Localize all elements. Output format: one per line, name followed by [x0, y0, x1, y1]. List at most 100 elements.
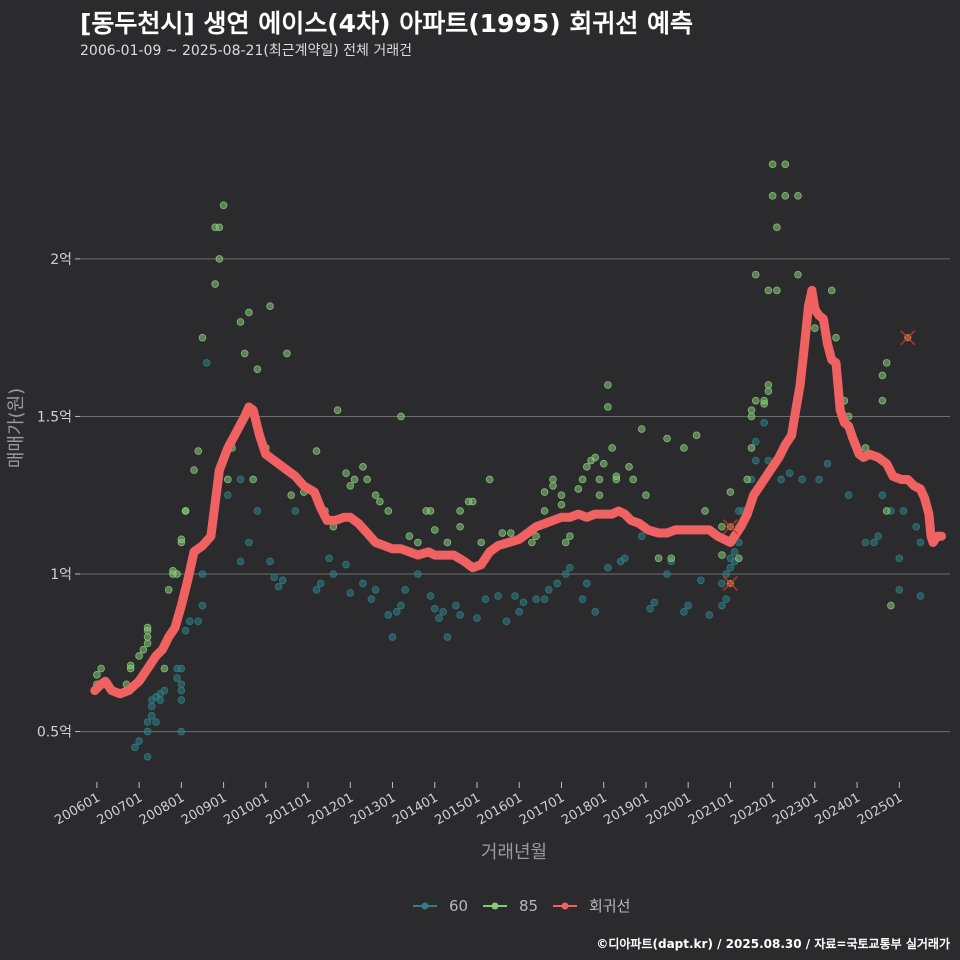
series-85-point [701, 507, 709, 515]
series-85-point [443, 538, 452, 547]
x-tick-label: 201601 [475, 790, 525, 828]
series-85-point [173, 570, 181, 578]
series-60-point [198, 570, 207, 578]
series-85-point [224, 475, 232, 484]
series-60-point [578, 595, 587, 604]
series-85-point [604, 381, 612, 389]
series-60-point [325, 554, 333, 563]
series-85-point [363, 475, 371, 484]
series-85-point [397, 412, 405, 421]
series-60-point [392, 608, 401, 616]
series-60-point [511, 592, 519, 600]
series-60-point [342, 560, 350, 569]
series-60-point [582, 579, 591, 588]
series-85-point [477, 538, 486, 547]
series-85-point [878, 371, 887, 380]
series-85-point [430, 526, 439, 534]
series-85-point [773, 223, 781, 232]
x-tick-label: 202001 [644, 790, 694, 828]
series-85-point [887, 601, 895, 610]
series-60-point [198, 601, 207, 610]
series-60-point [152, 718, 160, 726]
series-85-point [219, 201, 228, 210]
series-60-point [131, 743, 139, 752]
series-85-point [574, 485, 583, 493]
series-85-point [405, 532, 414, 540]
series-85-point [312, 447, 321, 455]
series-60-point [916, 592, 925, 600]
series-85-point [861, 444, 870, 452]
series-85-point [215, 255, 224, 263]
series-60-point [143, 727, 152, 736]
series-60-point [544, 585, 553, 594]
regression-line [90, 285, 947, 699]
x-tick-label: 200601 [52, 790, 102, 828]
series-85-point [97, 664, 105, 673]
series-85-point [506, 529, 515, 537]
series-85-point [751, 396, 760, 405]
series-60-point [663, 570, 671, 578]
series-85-point [376, 497, 384, 506]
flagged-point [722, 575, 738, 592]
series-60-point [397, 601, 405, 610]
series-85-point [93, 671, 101, 679]
series-60-point [726, 563, 735, 572]
series-85-point [135, 652, 143, 660]
series-60-point [561, 570, 570, 578]
series-60-point [912, 522, 921, 531]
series-85-point [198, 333, 207, 342]
series-60-point [143, 718, 152, 726]
series-60-point [777, 475, 785, 484]
series-60-point [346, 589, 355, 597]
series-85-point [139, 645, 148, 654]
series-85-point [333, 406, 342, 414]
series-85-point [540, 488, 549, 496]
series-85-point [604, 403, 612, 411]
series-60-point [452, 601, 460, 610]
series-85-point [811, 324, 819, 333]
series-85-point [245, 308, 253, 317]
flagged-points [722, 330, 916, 592]
series-60-point [604, 563, 612, 572]
series-85-point [190, 466, 198, 474]
x-tick-label: 201001 [221, 790, 271, 828]
series-60-point [637, 532, 646, 540]
series-85-point [371, 491, 380, 500]
series-85-point [561, 538, 570, 547]
series-60-point [481, 595, 490, 604]
flagged-cross [722, 575, 738, 592]
series-85-point [882, 507, 891, 515]
series-85-point [557, 491, 566, 500]
series-85-point [342, 469, 350, 477]
series-60-point [722, 595, 730, 604]
series-60-point [823, 459, 832, 468]
series-85-point [760, 400, 768, 408]
series-85-point [485, 475, 494, 484]
series-60-point [388, 633, 397, 641]
series-85-point [654, 554, 663, 563]
legend-label: 85 [519, 897, 538, 915]
series-60-point [160, 686, 169, 695]
series-60-point [494, 592, 502, 600]
series-85-point [599, 459, 608, 468]
chart-title: [동두천시] 생연 에이스(4차) 아파트(1995) 회귀선 예측 [80, 9, 694, 38]
x-tick-label: 201701 [517, 790, 567, 828]
series-60-point [177, 664, 186, 673]
y-tick-label: 0.5억 [37, 725, 72, 741]
series-85-point [768, 192, 777, 200]
series-60-points [131, 359, 925, 761]
series-85-point [735, 554, 743, 563]
series-85-point [781, 192, 790, 200]
x-tick-label: 202401 [813, 790, 863, 828]
series-60-point [186, 617, 194, 626]
series-85-point [211, 280, 219, 288]
x-tick-label: 202501 [855, 790, 905, 828]
series-85-point [751, 270, 760, 279]
series-60-point [253, 507, 262, 515]
series-60-point [177, 686, 186, 695]
x-tick-label: 201901 [601, 790, 651, 828]
series-60-point [143, 752, 152, 761]
series-85-point [143, 639, 152, 648]
series-85-point [456, 507, 464, 515]
series-85-point [595, 475, 604, 484]
